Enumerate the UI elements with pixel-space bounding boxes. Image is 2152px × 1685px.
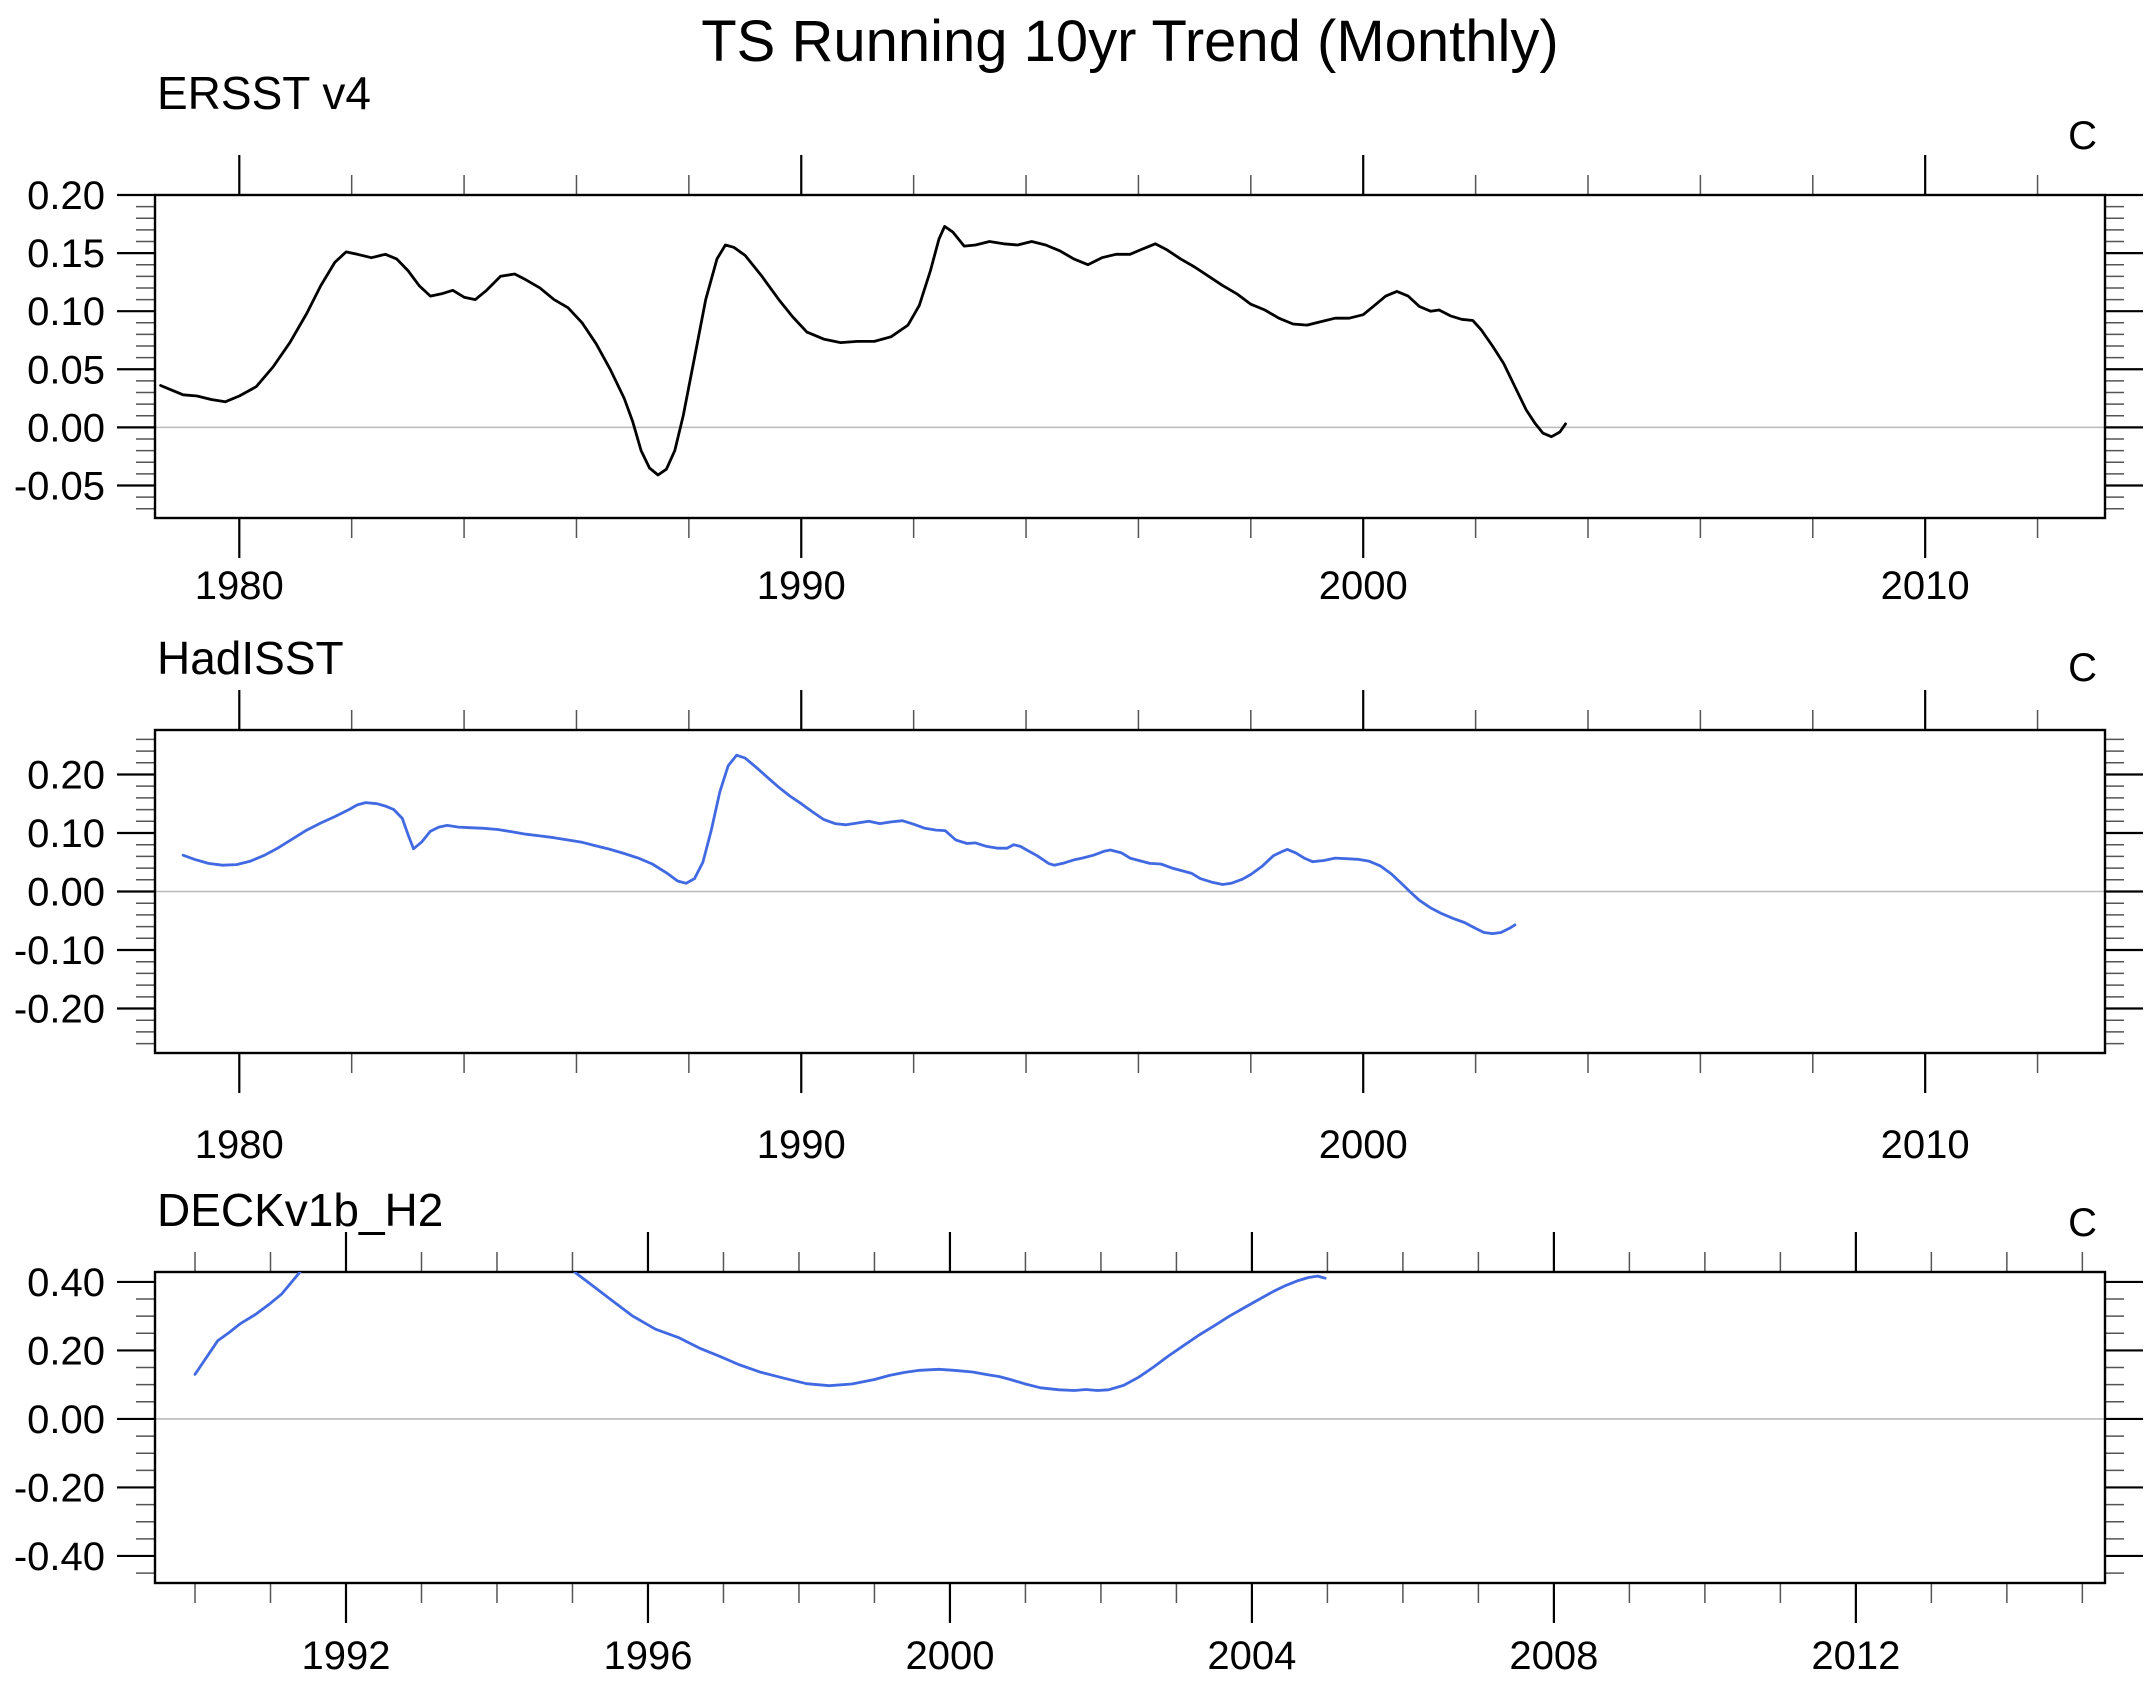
x-axis-tick-label: 2004: [1207, 1634, 1296, 1678]
y-axis-tick-label: -0.20: [14, 988, 105, 1032]
y-axis-tick-label: 0.00: [27, 1398, 105, 1442]
y-axis-tick-label: 0.20: [27, 174, 105, 218]
panel-hadisst: 1980 1990 2000 2010 0.20 0.10 0.00 -0.10 -0.20 Ha…: [14, 632, 2143, 1167]
unit-label: C: [2068, 114, 2097, 158]
y-axis-tick-label: 0.20: [27, 753, 105, 797]
x-axis-tick-label: 2000: [1319, 1123, 1408, 1167]
y-axis-tick-label: 0.00: [27, 871, 105, 915]
trend-line: [193, 1272, 1327, 1392]
y-axis-tick-label: 0.20: [27, 1329, 105, 1373]
trend-line: [181, 753, 1517, 935]
x-axis-tick-label: 2000: [1319, 564, 1408, 608]
y-axis-tick-label: 0.05: [27, 348, 105, 392]
x-axis-tick-label: 1992: [302, 1634, 391, 1678]
plot-frame: [153, 1270, 2107, 1585]
panel-title: HadISST: [157, 632, 344, 684]
y-axis-tick-label: 0.00: [27, 406, 105, 450]
plot-frame: [153, 728, 2107, 1055]
y-axis-tick-label: -0.20: [14, 1466, 105, 1510]
panel-deckv1b-h2: 1992 1996 2000 2004 2008 2012 0.40 0.20 0.00 -0.2…: [14, 1184, 2143, 1678]
y-axis-tick-label: 0.40: [27, 1261, 105, 1305]
x-axis-tick-label: 2010: [1881, 564, 1970, 608]
unit-label: C: [2068, 646, 2097, 690]
y-axis-tick-label: -0.05: [14, 464, 105, 508]
panel-ersst-v4: 1980 1990 2000 2010 0.20 0.15 0.10 0.05 0.00 -0.0…: [14, 67, 2143, 608]
y-axis-tick-label: 0.10: [27, 290, 105, 334]
trend-line: [159, 224, 1567, 477]
panel-title: DECKv1b_H2: [157, 1184, 443, 1236]
y-axis-tick-label: -0.10: [14, 929, 105, 973]
figure-title: TS Running 10yr Trend (Monthly): [701, 9, 1559, 74]
x-axis-tick-label: 1980: [195, 564, 284, 608]
x-axis-tick-label: 1996: [603, 1634, 692, 1678]
x-axis-tick-label: 1990: [757, 564, 846, 608]
x-axis-tick-label: 2008: [1509, 1634, 1598, 1678]
x-axis-tick-label: 2000: [905, 1634, 994, 1678]
y-axis-tick-label: 0.15: [27, 232, 105, 276]
y-axis-tick-label: -0.40: [14, 1535, 105, 1579]
x-axis-tick-label: 1990: [757, 1123, 846, 1167]
x-axis-tick-label: 2012: [1811, 1634, 1900, 1678]
unit-label: C: [2068, 1201, 2097, 1245]
x-axis-tick-label: 2010: [1881, 1123, 1970, 1167]
panel-title: ERSST v4: [157, 67, 371, 119]
y-axis-tick-label: 0.10: [27, 812, 105, 856]
plot-frame: [153, 193, 2107, 520]
x-axis-tick-label: 1980: [195, 1123, 284, 1167]
